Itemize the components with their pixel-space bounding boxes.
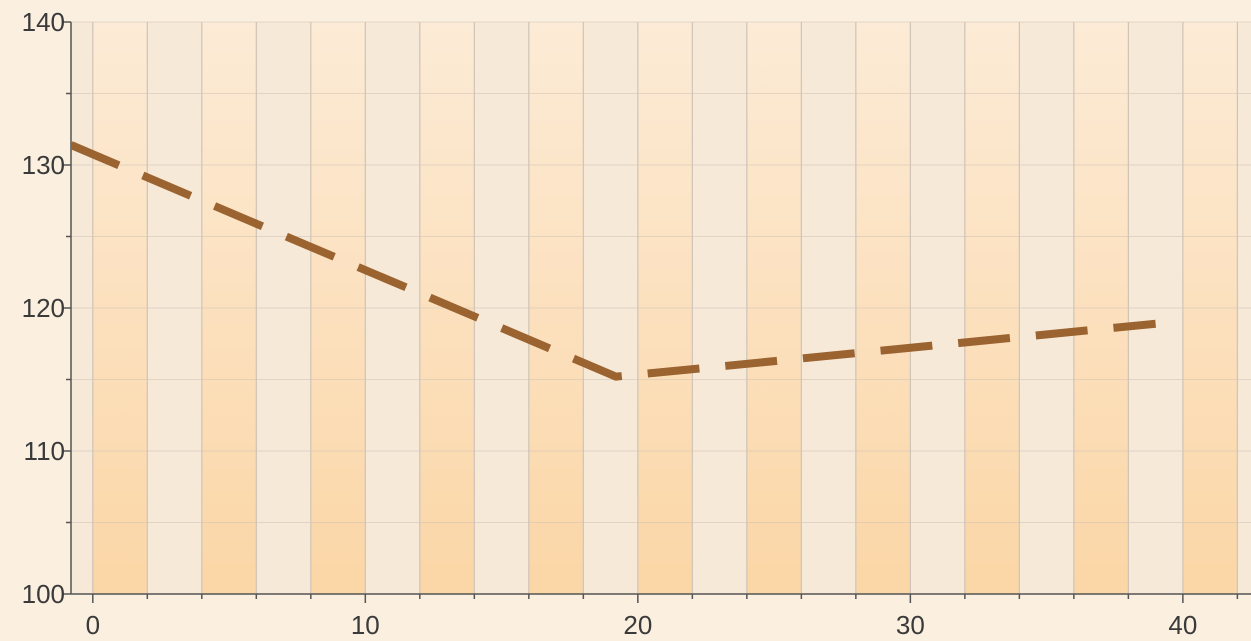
grid-lines — [71, 21, 1251, 594]
y-tick-label: 140 — [22, 7, 65, 37]
axes — [62, 21, 1251, 603]
x-tick-label: 30 — [896, 610, 925, 640]
x-tick-label: 20 — [623, 610, 652, 640]
x-tick-label: 40 — [1168, 610, 1197, 640]
tick-labels: 100 110 120 130 140 0 10 20 30 40 — [22, 7, 1198, 640]
y-tick-label: 130 — [22, 150, 65, 180]
y-tick-label: 100 — [22, 579, 65, 609]
y-tick-label: 110 — [24, 436, 65, 466]
series-line — [71, 141, 1157, 381]
series-lines — [71, 141, 1157, 381]
y-tick-label: 120 — [22, 293, 65, 323]
x-tick-label: 0 — [86, 610, 100, 640]
x-tick-label: 10 — [351, 610, 380, 640]
